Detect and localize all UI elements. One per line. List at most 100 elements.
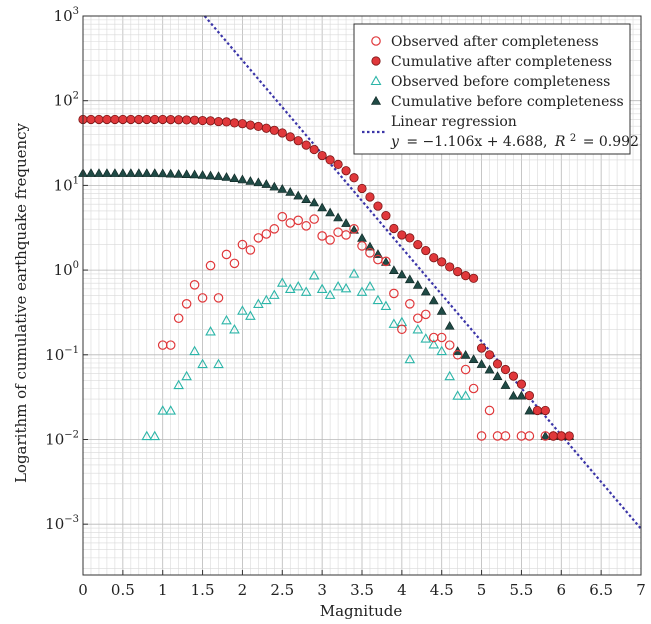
- y-tick-exponent: 1: [73, 175, 79, 186]
- observed-after-point: [261, 229, 272, 239]
- cumulative-after-point: [301, 140, 311, 150]
- legend-label-observed-after: Observed after completeness: [391, 34, 599, 50]
- cumulative-after-point: [86, 114, 96, 125]
- observed-before-point: [300, 286, 312, 296]
- cumulative-before-point: [388, 265, 399, 274]
- cumulative-before-point: [261, 179, 272, 188]
- observed-after-point: [444, 340, 455, 350]
- cumulative-before-point: [428, 295, 439, 305]
- cumulative-before-point: [245, 176, 256, 185]
- y-tick-label: 100: [54, 260, 79, 279]
- observed-after-point: [420, 309, 431, 320]
- legend-label-cumulative-after: Cumulative after completeness: [391, 54, 612, 70]
- observed-after-point: [245, 245, 256, 255]
- observed-after-point: [412, 313, 423, 324]
- cumulative-before-point: [468, 354, 479, 363]
- observed-after-point: [213, 293, 224, 303]
- cumulative-after-point: [317, 150, 327, 161]
- cumulative-after-point: [453, 266, 463, 277]
- y-tick-label: 10−3: [45, 514, 79, 533]
- cumulative-before-point: [173, 169, 184, 178]
- observed-before-point: [356, 286, 368, 296]
- cumulative-after-point: [190, 115, 200, 125]
- observed-after-point: [349, 224, 359, 234]
- y-tick-base: 10: [54, 92, 73, 110]
- observed-before-point: [205, 326, 216, 336]
- cumulative-after-point: [142, 114, 152, 125]
- observed-after-point: [357, 241, 367, 251]
- cumulative-before-point: [269, 181, 280, 191]
- cumulative-before-point: [484, 364, 495, 374]
- legend-marker-cumulative-after: [371, 56, 381, 66]
- observed-before-point: [221, 314, 232, 325]
- y-tick-base: 10: [54, 261, 73, 279]
- cumulative-after-point: [325, 155, 335, 165]
- cumulative-after-point: [213, 116, 224, 127]
- observed-before-point: [173, 379, 184, 390]
- cumulative-after-point: [532, 405, 542, 416]
- observed-before-point: [452, 390, 463, 400]
- cumulative-before-point: [317, 202, 328, 212]
- cumulative-before-point: [133, 168, 144, 177]
- observed-before-point: [428, 338, 440, 349]
- cumulative-after-point: [357, 183, 367, 194]
- cumulative-before-point: [333, 212, 343, 222]
- cumulative-before-point: [492, 371, 503, 381]
- cumulative-after-point: [389, 223, 399, 234]
- x-tick-label: 4: [397, 581, 407, 599]
- cumulative-before-point: [165, 168, 176, 178]
- cumulative-after-point: [429, 253, 439, 263]
- cumulative-after-point: [540, 405, 550, 416]
- cumulative-before-point: [253, 177, 264, 187]
- legend-label-cumulative-before: Cumulative before completeness: [391, 94, 624, 110]
- observed-after-point: [381, 256, 391, 267]
- cumulative-after-point: [397, 230, 407, 240]
- observed-before-point: [372, 294, 384, 305]
- y-tick-label: 10−2: [45, 429, 79, 448]
- observed-after-point: [301, 221, 311, 231]
- observed-before-point: [444, 370, 456, 381]
- cumulative-after-point: [293, 136, 303, 146]
- cumulative-before-point: [229, 173, 240, 182]
- x-tick-label: 6: [557, 581, 567, 599]
- cumulative-before-point: [396, 269, 407, 279]
- cumulative-before-point: [102, 168, 112, 177]
- observed-after-point: [237, 239, 248, 250]
- observed-before-point: [237, 305, 248, 315]
- observed-before-point: [340, 282, 352, 293]
- cumulative-before-point: [181, 169, 192, 178]
- cumulative-before-point: [460, 349, 471, 359]
- observed-after-point: [277, 211, 288, 222]
- observed-after-point: [405, 298, 415, 309]
- cumulative-before-point: [341, 218, 351, 227]
- cumulative-after-point: [197, 115, 208, 126]
- y-tick-base: 10: [54, 7, 73, 25]
- cumulative-before-point: [277, 184, 288, 193]
- cumulative-after-point: [484, 350, 495, 360]
- observed-after-point: [365, 248, 375, 258]
- cumulative-after-point: [492, 359, 503, 369]
- cumulative-before-point: [524, 405, 535, 415]
- cumulative-after-point: [309, 144, 319, 155]
- y-tick-label: 103: [54, 6, 79, 25]
- cumulative-after-point: [269, 125, 279, 135]
- y-tick-exponent: 3: [73, 6, 79, 17]
- cumulative-after-point: [349, 173, 359, 183]
- cumulative-before-point: [309, 197, 320, 207]
- observed-after-point: [173, 313, 184, 324]
- cumulative-after-point: [205, 116, 216, 126]
- cumulative-before-point: [293, 190, 304, 200]
- cumulative-before-point: [94, 168, 104, 177]
- observed-after-point: [165, 340, 176, 350]
- legend-box: [353, 23, 631, 155]
- observed-after-point: [484, 405, 495, 416]
- x-tick-label: 3: [317, 581, 327, 599]
- cumulative-after-point: [556, 431, 566, 441]
- cumulative-after-point: [126, 114, 136, 125]
- cumulative-before-point: [213, 171, 224, 180]
- observed-after-point: [317, 231, 327, 241]
- legend-label-observed-before: Observed before completeness: [391, 74, 610, 90]
- cumulative-after-point: [564, 431, 574, 441]
- cumulative-before-point: [285, 186, 296, 196]
